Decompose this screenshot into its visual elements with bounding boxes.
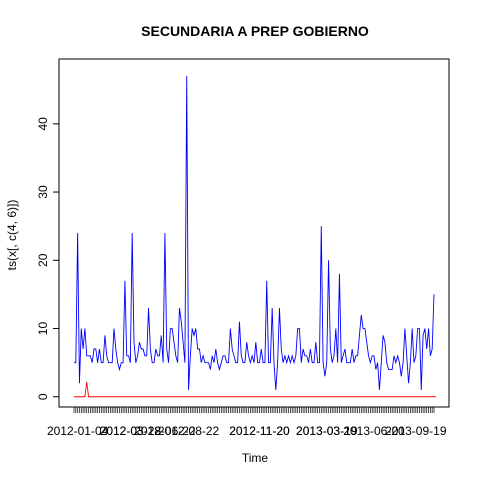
- y-tick-label: 20: [36, 253, 50, 267]
- x-tick-label: 2012-11-20: [229, 424, 290, 438]
- y-tick-label: 30: [36, 185, 50, 199]
- x-tick-label: 2012-08-22: [158, 424, 220, 438]
- y-axis-label: ts(x[, c(4, 6)]): [5, 200, 19, 271]
- y-tick-label: 0: [36, 393, 50, 400]
- x-tick-label: 2013-03-19: [296, 424, 358, 438]
- x-tick-label: 2012-06-22: [134, 424, 196, 438]
- series-line-2: [74, 381, 436, 398]
- series-layer: [74, 76, 436, 398]
- y-tick-label: 40: [36, 117, 50, 131]
- x-tick-label: 2012-11-20: [229, 424, 290, 438]
- chart-title: SECUNDARIA A PREP GOBIERNO: [141, 23, 369, 39]
- x-tick-label: 2012-03-28: [100, 424, 162, 438]
- x-tick-label: 2013-03-19: [296, 424, 358, 438]
- x-tick-label: 2013-06-20: [343, 424, 405, 438]
- x-axis-label: Time: [242, 451, 269, 465]
- x-tick-label: 2012-03-28: [100, 424, 162, 438]
- x-tick-label: 2013-09-19: [385, 424, 447, 438]
- plot-area-frame: [58, 58, 450, 408]
- y-axis: 0 10 20 30 40: [36, 117, 60, 400]
- x-tick-label: 2012-01-04: [47, 424, 109, 438]
- y-tick-label: 10: [36, 322, 50, 336]
- series-line-1: [74, 76, 435, 390]
